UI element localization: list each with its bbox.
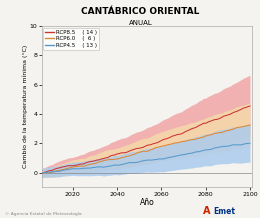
Text: A: A xyxy=(203,206,210,216)
Y-axis label: Cambio de la temperatura mínima (°C): Cambio de la temperatura mínima (°C) xyxy=(23,45,28,169)
Text: ANUAL: ANUAL xyxy=(128,20,152,26)
Legend: RCP8.5    ( 14 ), RCP6.0    (  6 ), RCP4.5    ( 13 ): RCP8.5 ( 14 ), RCP6.0 ( 6 ), RCP4.5 ( 13… xyxy=(43,28,99,50)
X-axis label: Año: Año xyxy=(140,198,154,207)
Text: © Agencia Estatal de Meteorología: © Agencia Estatal de Meteorología xyxy=(5,212,82,216)
Text: Emet: Emet xyxy=(213,207,235,216)
Text: CANTÁBRICO ORIENTAL: CANTÁBRICO ORIENTAL xyxy=(81,7,200,15)
